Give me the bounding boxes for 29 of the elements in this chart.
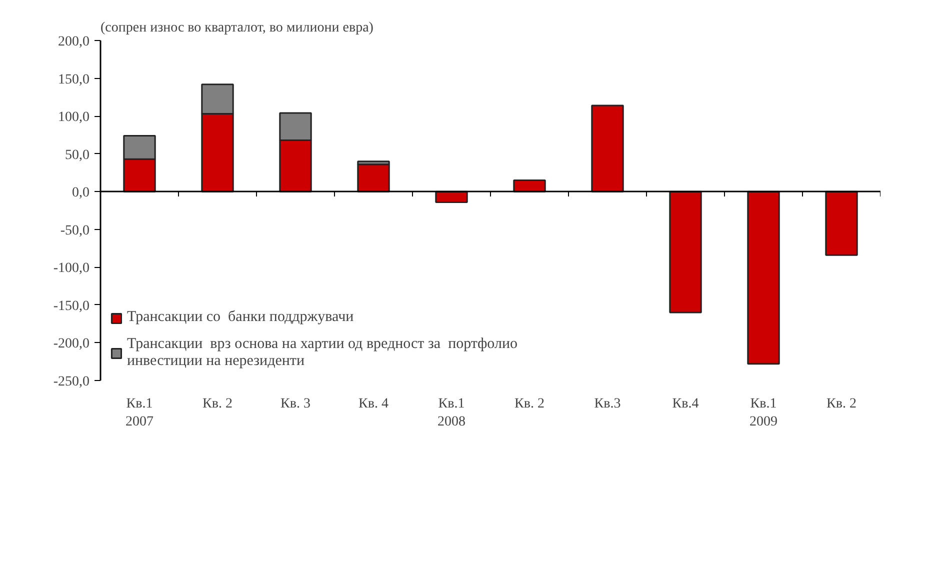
x-tick-label: Кв. 3	[280, 396, 310, 412]
y-tick-label: 150,0	[58, 72, 90, 88]
bar	[747, 190, 780, 365]
y-tick-label: -150,0	[53, 298, 90, 314]
x-tick-label: Кв. 2	[514, 396, 544, 412]
bar	[513, 180, 546, 192]
x-tick-label: Кв. 4	[358, 396, 388, 412]
bar	[591, 104, 624, 192]
x-tick-label: Кв. 2	[826, 396, 856, 412]
bar	[825, 190, 858, 256]
y-tick-label: -50,0	[60, 223, 90, 238]
legend-label: Трансакции со банки поддржувачи	[127, 309, 354, 326]
x-tick-label: Кв.3	[594, 396, 621, 412]
y-tick-label: 200,0	[58, 34, 90, 50]
y-tick-label: -100,0	[53, 261, 90, 276]
y-tick-label: 0,0	[72, 186, 90, 201]
chart-subtitle: (сопрен износ во кварталот, во милиони евра)	[100, 20, 374, 36]
x-tick-label: Кв.1 2007	[126, 396, 154, 430]
y-tick-label: -250,0	[53, 374, 90, 390]
legend-label: Трансакции врз основа на хартии од вредност за портфолио инвестиции на нерезиденти	[127, 336, 518, 370]
y-tick-label: -200,0	[53, 336, 90, 352]
x-tick-label: Кв.1 2008	[438, 396, 466, 430]
y-tick-label: 100,0	[58, 110, 90, 126]
y-tick-label: 50,0	[65, 148, 90, 163]
x-tick-label: Кв.4	[672, 396, 699, 412]
bar	[357, 164, 390, 192]
bar	[669, 190, 702, 314]
x-tick-label: Кв. 2	[202, 396, 232, 412]
x-tick-label: Кв.1 2009	[750, 396, 778, 430]
